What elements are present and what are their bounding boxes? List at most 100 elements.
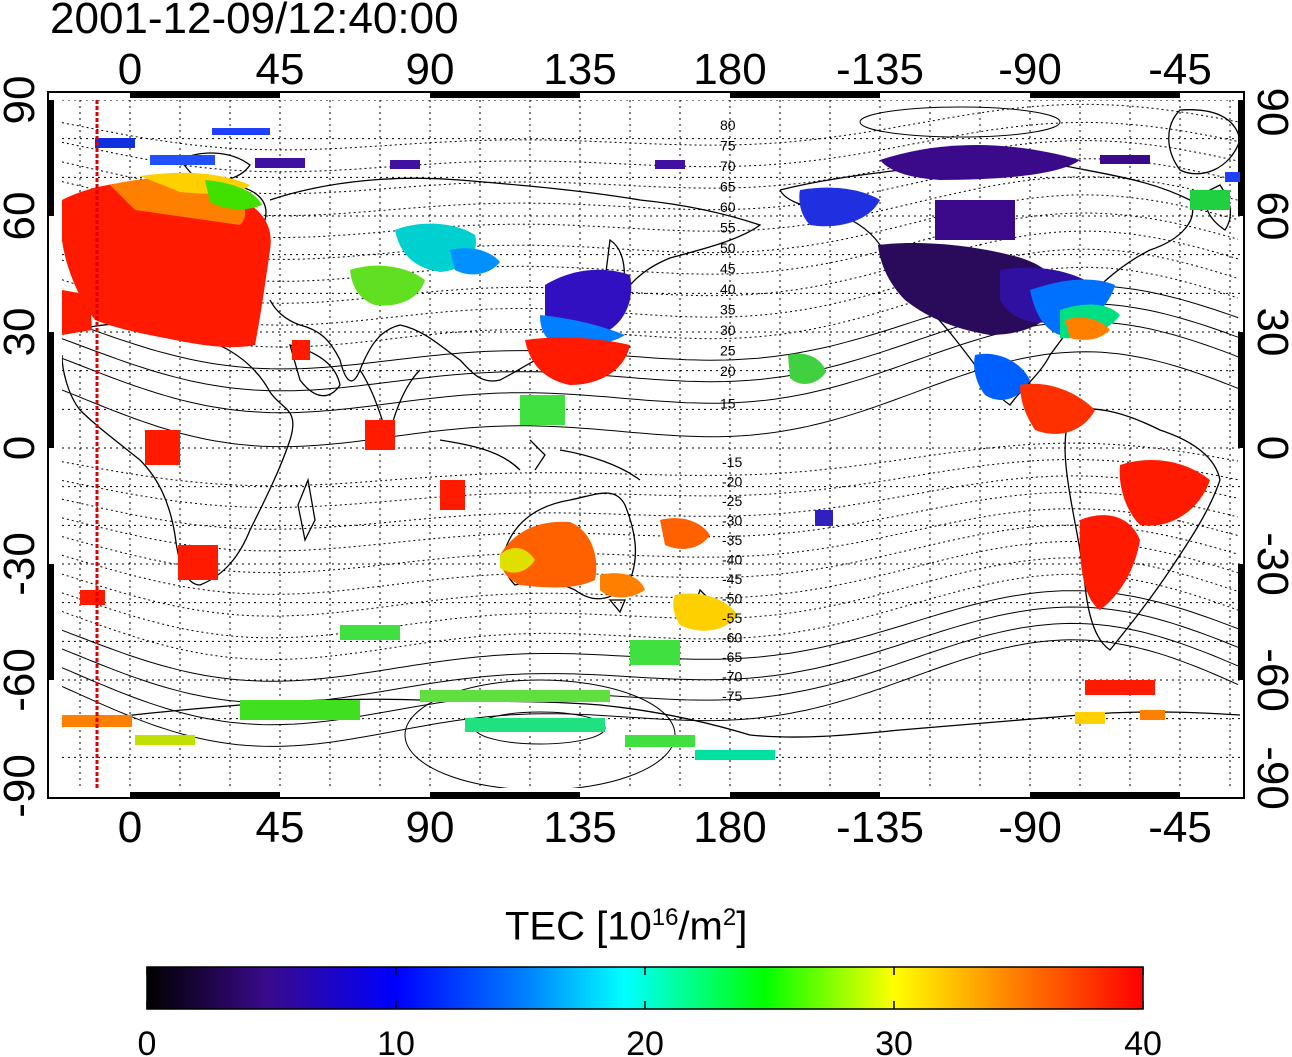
magnetic-lat-label: 75: [720, 138, 736, 154]
magnetic-contour-line: [62, 121, 1239, 173]
lon-tick-bottom: 180: [693, 803, 766, 852]
colorbar-tick-label: 10: [377, 1025, 415, 1057]
lon-tick-bottom: -90: [998, 803, 1062, 852]
magnetic-lat-label: -25: [722, 493, 742, 509]
lon-tick-top: -90: [998, 45, 1062, 94]
lat-labels-left: 90 60 30 0 -30 -60 -90: [0, 76, 44, 818]
colorbar-title-exp: 16: [651, 904, 679, 931]
lat-tick-right: 30: [1248, 308, 1292, 357]
magnetic-contour-line: [62, 508, 1239, 574]
tec-patch-antarctic: [62, 625, 1165, 760]
lat-tick-left: 0: [0, 436, 44, 460]
frame-tick-bars: [48, 92, 1244, 798]
tec-patch-arctic: [95, 128, 1240, 240]
magnetic-lat-label: 50: [720, 240, 736, 256]
lat-tick-left: -60: [0, 648, 44, 712]
colorbar-tick-label: 20: [626, 1025, 664, 1057]
colorbar-title-exp2: 2: [722, 904, 737, 931]
magnetic-lat-label: 70: [720, 158, 736, 174]
magnetic-lat-label: 40: [720, 281, 736, 297]
magnetic-contour-line: [62, 140, 1239, 195]
lon-tick-bottom: 135: [543, 803, 616, 852]
tec-patch-south-america: [1020, 383, 1210, 610]
lon-tick-bottom: 90: [406, 803, 455, 852]
magnetic-lat-label: 25: [720, 343, 736, 359]
magnetic-lat-label: -70: [722, 669, 742, 685]
magnetic-contour-line: [62, 321, 1239, 414]
magnetic-lat-label: -55: [722, 610, 742, 626]
lon-tick-top: 135: [543, 45, 616, 94]
lon-tick-top: 45: [256, 45, 305, 94]
lon-tick-bottom: 0: [118, 803, 142, 852]
magnetic-lat-labels-south: -15 -20 -25 -30 -35 -40 -45 -50 -55 -60 -65 -70 -75: [722, 454, 742, 704]
magnetic-contour-line: [62, 491, 1239, 552]
lon-tick-bottom: 45: [256, 803, 305, 852]
magnetic-contour-line: [62, 590, 1239, 682]
lat-tick-left: 30: [0, 308, 44, 357]
lat-tick-right: 0: [1248, 436, 1292, 460]
colorbar-title-unit: /m: [678, 904, 723, 949]
tec-patch-japan: [525, 269, 632, 385]
magnetic-contour-line: [62, 541, 1239, 617]
magnetic-lat-label: -40: [722, 552, 742, 568]
magnetic-lat-label: -35: [722, 532, 742, 548]
colorbar-tick-label: 40: [1124, 1025, 1162, 1057]
magnetic-contour-line: [62, 103, 1239, 151]
lon-tick-bottom: -45: [1148, 803, 1212, 852]
magnetic-lat-label: 60: [720, 199, 736, 215]
magnetic-lat-label: -45: [722, 571, 742, 587]
lat-tick-left: -90: [0, 754, 44, 818]
lat-tick-left: 90: [0, 76, 44, 125]
lon-tick-top: 0: [118, 45, 142, 94]
magnetic-lat-label: 55: [720, 220, 736, 236]
magnetic-lat-label: -50: [722, 591, 742, 607]
colorbar-title: TEC [1016/m2]: [505, 904, 747, 949]
tec-patch-australia: [500, 518, 738, 631]
lat-tick-left: 60: [0, 192, 44, 241]
magnetic-contour-line: [62, 475, 1239, 530]
lon-labels-bottom: 0 45 90 135 180 -135 -90 -45: [118, 803, 1212, 852]
magnetic-lat-label: 45: [720, 261, 736, 277]
magnetic-contour-line: [62, 442, 1239, 487]
lon-tick-top: -45: [1148, 45, 1212, 94]
magnetic-lat-label: 15: [720, 396, 736, 412]
magnetic-lat-label: -20: [722, 474, 742, 490]
magnetic-contour-line: [62, 459, 1239, 508]
lon-tick-top: -135: [836, 45, 924, 94]
magnetic-contour-line: [62, 158, 1239, 217]
magnetic-lat-label: 30: [720, 322, 736, 338]
lat-tick-right: -60: [1248, 648, 1292, 712]
magnetic-contour-line: [62, 524, 1239, 595]
lon-tick-top: 180: [693, 45, 766, 94]
magnetic-contour-line: [62, 622, 1239, 726]
magnetic-lat-label: -60: [722, 630, 742, 646]
magnetic-contour-line: [62, 639, 1239, 747]
magnetic-lat-label: -30: [722, 513, 742, 529]
magnetic-contour-line: [62, 557, 1239, 639]
lon-tick-top: 90: [406, 45, 455, 94]
lat-tick-left: -30: [0, 532, 44, 596]
lat-labels-right: 90 60 30 0 -30 -60 -90: [1248, 88, 1292, 810]
tec-data-patches: [62, 128, 1240, 760]
tec-patch-misc-red: [80, 340, 1155, 695]
lat-tick-right: 90: [1248, 88, 1292, 137]
tec-patch-europe: [62, 172, 271, 348]
colorbar-tick-label: 30: [875, 1025, 913, 1057]
lat-tick-right: -30: [1248, 532, 1292, 596]
magnetic-pole-contour: [859, 106, 1061, 138]
magnetic-lat-label: 35: [720, 302, 736, 318]
colorbar-title-prefix: TEC [10: [505, 904, 652, 949]
colorbar-ticks: 0 10 20 30 40: [138, 967, 1162, 1057]
magnetic-lat-label: -65: [722, 649, 742, 665]
magnetic-lat-label: 20: [720, 363, 736, 379]
tec-patch-pacific: [520, 353, 833, 526]
lat-tick-right: -90: [1248, 746, 1292, 810]
magnetic-contour-line: [62, 573, 1239, 660]
tec-patch-north-america: [799, 145, 1120, 400]
lon-labels-top: 0 45 90 135 180 -135 -90 -45: [118, 45, 1212, 94]
magnetic-contour-line: [62, 351, 1239, 448]
magnetic-lat-label: 65: [720, 179, 736, 195]
magnetic-lat-label: -15: [722, 454, 742, 470]
tec-patch-central-asia: [350, 223, 500, 306]
map-timestamp: 2001-12-09/12:40:00: [50, 0, 459, 43]
